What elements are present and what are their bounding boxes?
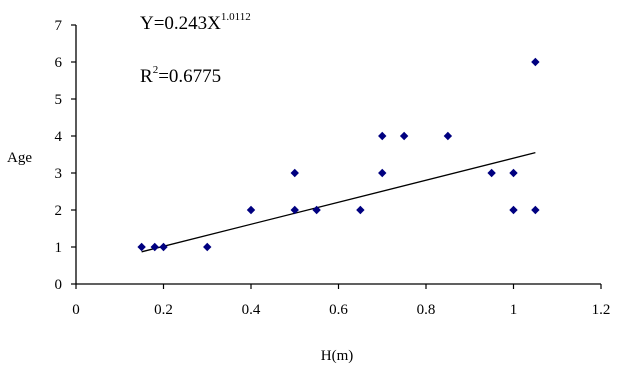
trendline-group bbox=[141, 152, 536, 253]
trend-equation: Y=0.243X1.0112 bbox=[140, 11, 251, 34]
trend-equation-exponent: 1.0112 bbox=[221, 11, 251, 23]
y-tick-label: 1 bbox=[55, 240, 63, 256]
data-point bbox=[487, 168, 496, 178]
y-tick-label: 7 bbox=[55, 18, 63, 34]
y-tick-label: 5 bbox=[55, 92, 63, 108]
data-point bbox=[137, 242, 146, 252]
data-point bbox=[356, 205, 365, 215]
x-axis-label: H(m) bbox=[321, 348, 354, 364]
x-tick-label: 1 bbox=[510, 302, 518, 318]
data-point bbox=[509, 168, 518, 178]
trendline bbox=[141, 152, 536, 253]
data-point bbox=[378, 131, 387, 141]
y-tick-label: 3 bbox=[55, 166, 63, 182]
trend-equation-base: Y=0.243X bbox=[140, 13, 221, 34]
data-point bbox=[312, 205, 321, 215]
data-point bbox=[159, 242, 168, 252]
data-point bbox=[399, 131, 409, 141]
r-squared-base: R bbox=[140, 66, 153, 87]
data-point bbox=[531, 57, 540, 67]
axes: 0 1 2 3 4 5 6 7 0 0.2 0.4 0.6 0.8 1 1.2 bbox=[55, 18, 611, 318]
data-points bbox=[137, 57, 540, 252]
data-point bbox=[531, 205, 540, 215]
y-tick-label: 2 bbox=[55, 203, 63, 219]
y-tick-label: 4 bbox=[55, 129, 63, 145]
data-point bbox=[378, 168, 387, 178]
r-squared: R2=0.6775 bbox=[140, 64, 221, 87]
y-axis-label: Age bbox=[7, 150, 32, 166]
x-tick-label: 0.4 bbox=[242, 302, 261, 318]
data-point bbox=[290, 205, 299, 215]
r-squared-exponent: 2 bbox=[153, 64, 159, 76]
x-tick-label: 0.8 bbox=[417, 302, 436, 318]
y-tick-label: 0 bbox=[55, 277, 63, 293]
data-point bbox=[246, 205, 256, 215]
data-point bbox=[150, 242, 159, 252]
y-tick-label: 6 bbox=[55, 55, 63, 71]
x-tick-label: 0.6 bbox=[329, 302, 348, 318]
data-point bbox=[203, 242, 212, 252]
data-point bbox=[443, 131, 453, 141]
x-tick-label: 0 bbox=[72, 302, 80, 318]
x-tick-label: 0.2 bbox=[154, 302, 173, 318]
data-point bbox=[290, 168, 299, 178]
x-tick-label: 1.2 bbox=[592, 302, 611, 318]
r-squared-value: =0.6775 bbox=[158, 66, 221, 87]
data-point bbox=[509, 205, 518, 215]
